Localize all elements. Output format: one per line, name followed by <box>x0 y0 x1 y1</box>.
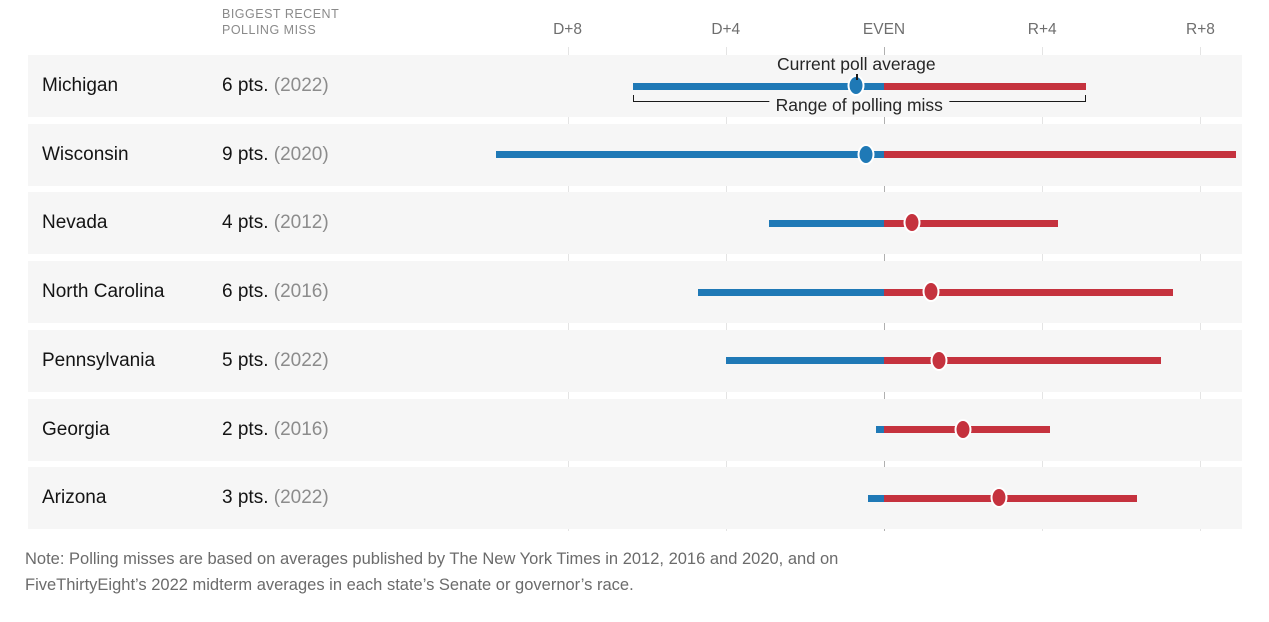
miss-points: 4 pts. <box>222 212 274 234</box>
axis-tick-label: R+8 <box>1186 21 1215 38</box>
miss-year: (2012) <box>273 212 329 234</box>
miss-year: (2020) <box>273 143 329 165</box>
range-bars: Current poll average Range of polling mis… <box>28 55 1242 539</box>
range-bar-dem <box>632 82 884 90</box>
poll-average-dot <box>930 349 948 371</box>
miss-value: 2 pts. (2016) <box>222 399 329 461</box>
range-bar-dem <box>725 357 884 365</box>
range-bar-rep <box>884 288 1173 296</box>
state-bar-group <box>28 330 1242 392</box>
poll-average-dot <box>922 281 940 303</box>
poll-average-dot <box>954 418 972 440</box>
state-name: Arizona <box>42 487 107 509</box>
range-bar-dem <box>769 219 884 227</box>
state-bar-group <box>28 192 1242 254</box>
state-name: Nevada <box>42 212 108 234</box>
state-bar-group <box>28 399 1242 461</box>
range-bar-dem <box>496 151 884 159</box>
range-bar-rep <box>884 357 1161 365</box>
poll-average-dot <box>903 212 921 234</box>
axis-tick-label: D+4 <box>711 21 741 38</box>
state-bar-group <box>28 467 1242 529</box>
miss-value: 6 pts. (2016) <box>222 261 329 323</box>
state-bar-group <box>28 124 1242 186</box>
miss-value: 6 pts. (2022) <box>222 55 329 117</box>
miss-points: 5 pts. <box>222 349 274 371</box>
miss-value: 5 pts. (2022) <box>222 330 329 392</box>
range-bar-rep <box>884 219 1059 227</box>
state-bar-group <box>28 261 1242 323</box>
column-header-biggest-recent-polling-miss: BIGGEST RECENT POLLING MISS <box>222 7 340 37</box>
miss-year: (2022) <box>273 349 329 371</box>
state-name: Michigan <box>42 75 119 96</box>
miss-value: 3 pts. (2022) <box>222 467 329 529</box>
miss-year: (2022) <box>273 487 329 509</box>
poll-average-dot <box>857 143 875 165</box>
miss-points: 2 pts. <box>222 418 274 440</box>
miss-year: (2016) <box>273 418 329 440</box>
miss-points: 9 pts. <box>222 143 274 165</box>
poll-average-dot <box>990 487 1008 509</box>
state-name: North Carolina <box>42 281 165 303</box>
miss-year: (2016) <box>273 281 329 303</box>
miss-points: 6 pts. <box>222 281 274 303</box>
miss-value: 9 pts. (2020) <box>222 124 329 186</box>
miss-points: 3 pts. <box>222 487 274 509</box>
range-bar-dem <box>868 494 884 502</box>
annotation-current-poll-average: Current poll average <box>777 54 936 74</box>
axis-tick-label: R+4 <box>1027 21 1057 38</box>
axis-tick-label: EVEN <box>862 21 906 38</box>
state-bar-group: Current poll average Range of polling mis… <box>28 55 1242 117</box>
annotation-range-of-polling-miss: Range of polling miss <box>769 96 949 115</box>
chart-note: Note: Polling misses are based on averag… <box>25 550 839 594</box>
state-name: Wisconsin <box>42 143 129 165</box>
state-name: Pennsylvania <box>42 349 156 371</box>
range-bar-rep <box>884 151 1237 159</box>
miss-year: (2022) <box>273 75 329 96</box>
range-bar-dem <box>876 426 884 433</box>
state-name: Georgia <box>42 418 110 440</box>
miss-points: 6 pts. <box>222 75 274 96</box>
annotation-pointer-line <box>856 74 858 80</box>
range-bar-rep <box>884 82 1086 90</box>
range-bar-rep <box>884 494 1138 502</box>
axis-tick-label: D+8 <box>553 21 582 38</box>
miss-value: 4 pts. (2012) <box>222 192 329 254</box>
range-bar-dem <box>698 288 884 296</box>
